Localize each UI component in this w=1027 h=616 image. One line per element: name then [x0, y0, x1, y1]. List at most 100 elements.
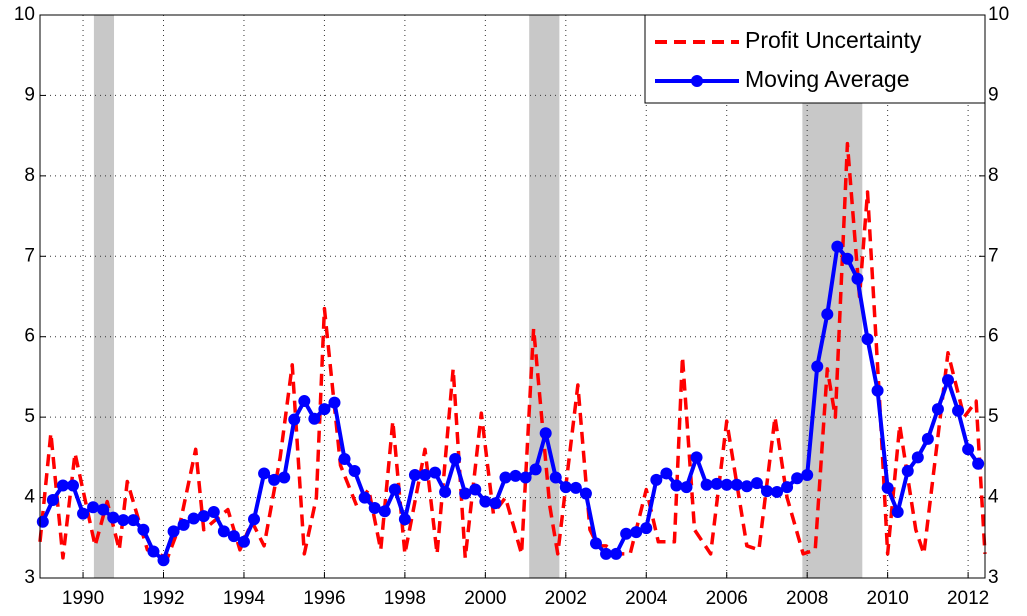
legend-label: Profit Uncertainty [745, 27, 922, 53]
data-point [670, 479, 683, 492]
data-point [97, 503, 110, 516]
data-point [328, 396, 341, 409]
data-point [66, 479, 79, 492]
x-tick-label: 2010 [867, 588, 909, 609]
y2-tick-label: 10 [988, 4, 1009, 25]
data-point [77, 507, 90, 520]
data-point [408, 469, 421, 482]
data-point [750, 477, 763, 490]
x-tick-label: 2002 [545, 588, 587, 609]
data-point [569, 481, 582, 494]
data-point [549, 471, 562, 484]
recession-band [93, 15, 115, 578]
data-point [931, 403, 944, 416]
data-point [107, 511, 120, 524]
data-point [227, 530, 240, 543]
x-tick-label: 1990 [62, 588, 104, 609]
data-point [469, 483, 482, 496]
y-tick-label: 4 [24, 487, 35, 508]
data-point [640, 522, 653, 535]
data-point [559, 481, 572, 494]
data-point [620, 527, 633, 540]
data-point [137, 523, 150, 536]
data-point [368, 502, 381, 515]
data-point [529, 463, 542, 476]
y-tick-label: 7 [24, 245, 35, 266]
y2-tick-label: 8 [988, 165, 999, 186]
data-point [298, 395, 311, 408]
data-point [841, 252, 854, 265]
data-point [952, 404, 965, 417]
data-point [147, 545, 160, 558]
x-tick-label: 1992 [142, 588, 184, 609]
y-tick-label: 5 [24, 406, 35, 427]
data-point [861, 333, 874, 346]
y2-tick-label: 5 [988, 406, 999, 427]
data-point [167, 525, 180, 538]
series-line [38, 141, 987, 560]
data-point [630, 526, 643, 539]
data-point [117, 514, 130, 527]
data-point [388, 483, 401, 496]
data-point [237, 535, 250, 548]
data-point [268, 473, 281, 486]
y-tick-label: 6 [24, 326, 35, 347]
data-point [177, 518, 190, 531]
data-point [650, 473, 663, 486]
x-tick-label: 1994 [223, 588, 266, 609]
data-point [278, 471, 291, 484]
recession-band [802, 15, 863, 578]
legend-marker [691, 75, 703, 87]
data-point [288, 413, 301, 426]
data-point [891, 506, 904, 519]
data-point [157, 554, 170, 567]
data-point [509, 469, 522, 482]
y-tick-label: 10 [14, 4, 35, 25]
data-point [781, 481, 794, 494]
data-point [449, 452, 462, 465]
x-tick-label: 2012 [947, 588, 989, 609]
data-point [660, 467, 673, 480]
y-tick-label: 3 [24, 567, 35, 588]
x-tick-label: 1996 [303, 588, 345, 609]
data-point [831, 240, 844, 253]
data-point [127, 514, 140, 527]
y-tick-label: 9 [24, 84, 35, 105]
data-point [962, 443, 975, 456]
data-point [911, 451, 924, 464]
data-point [207, 506, 220, 519]
data-point [46, 493, 59, 506]
data-point [680, 481, 693, 494]
data-point [700, 478, 713, 491]
legend-label: Moving Average [745, 66, 910, 92]
data-point [610, 547, 623, 560]
data-point [318, 403, 331, 416]
data-point [499, 471, 512, 484]
data-point [258, 467, 271, 480]
data-point [791, 472, 804, 485]
data-point [589, 537, 602, 550]
data-point [398, 513, 411, 526]
data-point [439, 485, 452, 498]
data-point [690, 451, 703, 464]
data-point [248, 513, 261, 526]
data-point [429, 466, 442, 479]
data-point [87, 501, 100, 514]
data-point [972, 457, 985, 470]
recession-band [529, 15, 560, 578]
data-point [358, 491, 371, 504]
data-point [921, 432, 934, 445]
data-point [348, 465, 361, 478]
y2-tick-label: 7 [988, 245, 999, 266]
data-point [901, 465, 914, 478]
data-point [740, 480, 753, 493]
data-point [36, 515, 49, 528]
data-point [338, 452, 351, 465]
data-point [821, 308, 834, 321]
data-point [56, 479, 69, 492]
data-point [308, 412, 321, 425]
data-point [760, 485, 773, 498]
data-point [378, 505, 391, 518]
y2-tick-label: 4 [988, 487, 999, 508]
data-point [419, 469, 431, 482]
